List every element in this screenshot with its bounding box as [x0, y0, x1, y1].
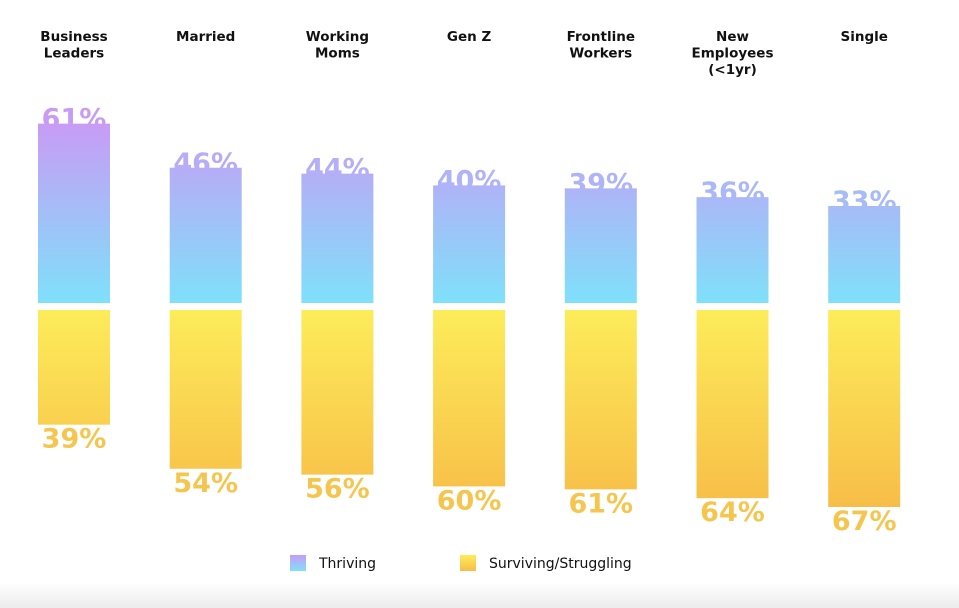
bar-surviving	[169, 310, 242, 469]
data-label-surviving: 39%	[42, 424, 107, 455]
category-label: New	[716, 29, 749, 45]
data-label-thriving: 36%	[700, 177, 765, 208]
data-label-thriving: 40%	[437, 165, 502, 196]
data-label-thriving: 33%	[832, 186, 897, 217]
data-label-surviving: 67%	[832, 506, 897, 537]
category-label: Workers	[569, 46, 632, 62]
data-label-thriving: 44%	[305, 154, 370, 185]
data-label-thriving: 39%	[568, 168, 633, 199]
data-label-surviving: 61%	[568, 488, 633, 519]
bar-thriving	[301, 173, 374, 303]
category-label: Business	[40, 29, 107, 45]
bar-surviving	[828, 310, 901, 507]
bar-thriving	[564, 188, 637, 303]
category-label: Leaders	[44, 46, 104, 62]
bar-thriving	[696, 197, 769, 303]
category-label: Single	[840, 29, 887, 45]
data-label-thriving: 61%	[42, 104, 107, 135]
legend-label-surviving: Surviving/Struggling	[489, 556, 632, 572]
legend: Thriving Surviving/Struggling	[290, 555, 632, 572]
data-label-surviving: 60%	[437, 485, 502, 516]
footer-strip	[0, 582, 959, 608]
bar-thriving	[38, 123, 110, 303]
data-label-thriving: 46%	[173, 148, 238, 179]
bar-thriving	[828, 205, 901, 303]
bar-thriving	[169, 167, 242, 303]
legend-swatch-surviving	[460, 555, 476, 571]
bar-surviving	[696, 310, 769, 499]
legend-label-thriving: Thriving	[318, 556, 376, 572]
category-label: Married	[176, 29, 235, 45]
category-label: Frontline	[567, 29, 635, 45]
bar-surviving	[564, 310, 637, 490]
bar-surviving	[433, 310, 506, 487]
data-label-surviving: 54%	[173, 468, 238, 499]
data-label-surviving: 64%	[700, 497, 765, 528]
legend-swatch-thriving	[290, 555, 306, 571]
category-label: Moms	[315, 46, 360, 62]
category-label: Working	[306, 29, 369, 45]
data-label-surviving: 56%	[305, 474, 370, 505]
bar-surviving	[301, 310, 374, 475]
bar-thriving	[433, 185, 506, 303]
bar-surviving	[38, 310, 110, 425]
category-label: Gen Z	[447, 29, 492, 45]
category-label: (<1yr)	[708, 62, 757, 78]
category-label: Employees	[691, 46, 773, 62]
